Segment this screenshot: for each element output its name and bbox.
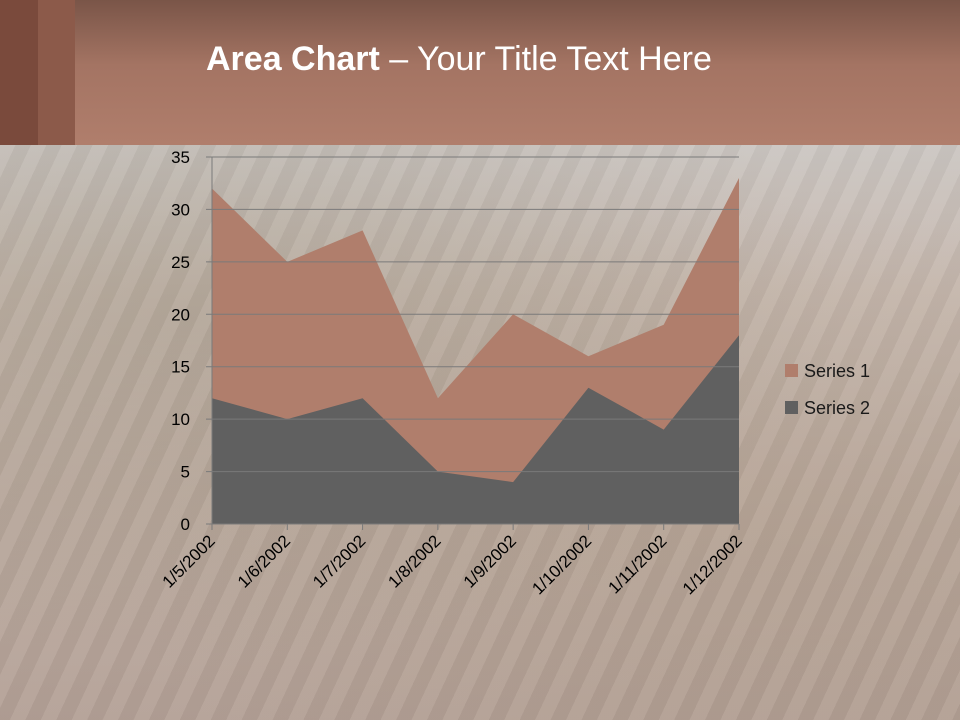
y-tick-label: 0 [181,515,190,534]
legend-label-series-2: Series 2 [804,398,870,418]
legend-swatch-series-1 [785,364,798,377]
y-tick-label: 35 [171,148,190,167]
slide-title-rest: – Your Title Text Here [379,40,712,78]
x-tick-label: 1/7/2002 [309,531,369,591]
x-tick-label: 1/5/2002 [159,531,219,591]
slide-title-bold: Area Chart [206,40,380,78]
x-tick-label: 1/11/2002 [605,531,671,597]
y-tick-label: 10 [171,410,190,429]
slide-title: Area Chart – Your Title Text Here [206,40,712,79]
header-accent-stripe [0,0,38,145]
slide-header: Area Chart – Your Title Text Here [0,0,960,145]
x-tick-label: 1/10/2002 [528,531,595,598]
x-tick-label: 1/9/2002 [460,531,520,591]
y-tick-label: 5 [181,463,190,482]
series-2-area [212,335,739,524]
y-tick-label: 20 [171,305,190,324]
y-tick-label: 30 [171,200,190,219]
y-tick-label: 25 [171,253,190,272]
legend-label-series-1: Series 1 [804,361,870,381]
x-tick-label: 1/12/2002 [679,531,746,598]
x-tick-label: 1/6/2002 [234,531,294,591]
header-accent-stripe-2 [38,0,75,145]
legend-swatch-series-2 [785,401,798,414]
y-tick-label: 15 [171,358,190,377]
x-tick-label: 1/8/2002 [384,531,444,591]
